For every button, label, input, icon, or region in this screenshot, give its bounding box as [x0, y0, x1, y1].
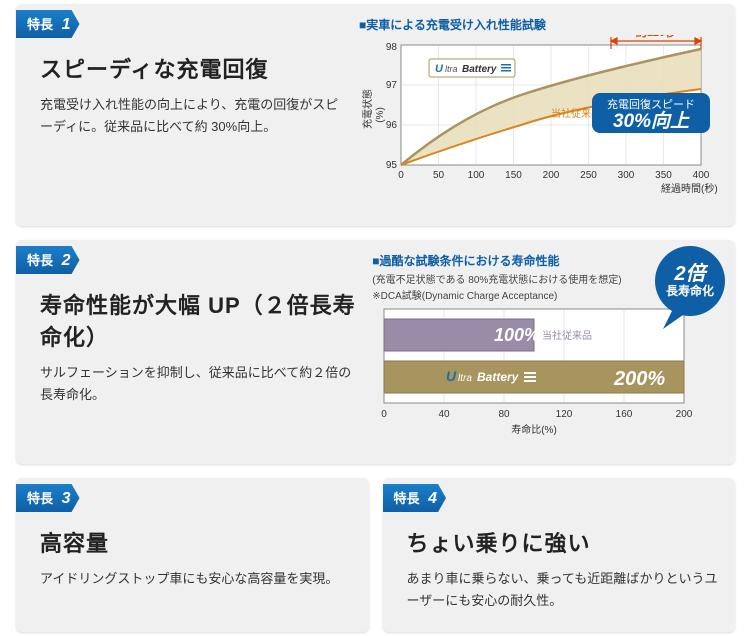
svg-text:0: 0 [398, 170, 404, 181]
feature-1-badge: 特長 1 [16, 10, 80, 38]
chart1-callout2: 30%向上 [613, 110, 690, 132]
svg-text:160: 160 [616, 409, 633, 420]
svg-text:充電状態: 充電状態 [361, 89, 374, 129]
feature-4-desc: あまり車に乗らない、乗っても近距離ばかりというユーザーにも安心の耐久性。 [407, 568, 720, 612]
badge-label: 特長 [27, 253, 53, 268]
chart1-xlabel: 経過時間(秒) [661, 182, 718, 195]
svg-text:95: 95 [386, 160, 398, 171]
svg-text:ltra: ltra [445, 64, 458, 74]
feature-1-desc: 充電受け入れ性能の向上により、充電の回復がスピーディに。従来品に比べて約 30%… [40, 94, 349, 138]
feature-2-desc: サルフェーションを抑制し、従来品に比べて約２倍の長寿命化。 [40, 362, 362, 406]
chart-2: 100% 当社従来品 U ltra Battery 200% 0 40 80 120 1… [372, 303, 712, 443]
feature-4-badge: 特長 4 [383, 484, 447, 512]
svg-text:200: 200 [543, 170, 560, 181]
feature-1-title: スピーディな充電回復 [40, 52, 349, 84]
feature-3-title: 高容量 [40, 526, 353, 558]
feature-3-badge: 特長 3 [16, 484, 80, 512]
svg-text:当社従来品: 当社従来品 [542, 329, 592, 342]
badge-number: 1 [62, 16, 71, 33]
svg-text:98: 98 [386, 42, 398, 53]
feature-1-panel: 特長 1 スピーディな充電回復 充電受け入れ性能の向上により、充電の回復がスピー… [16, 4, 735, 226]
svg-text:0: 0 [381, 409, 387, 420]
svg-text:40: 40 [439, 409, 451, 420]
svg-text:250: 250 [580, 170, 597, 181]
badge-number: 4 [428, 490, 437, 507]
badge-label: 特長 [394, 491, 420, 506]
chart1-title: 実車による充電受け入れ性能試験 [366, 18, 546, 32]
svg-text:97: 97 [386, 80, 398, 91]
chart1-callout1: 充電回復スピード [607, 97, 695, 111]
svg-text:100: 100 [468, 170, 485, 181]
svg-text:150: 150 [505, 170, 522, 181]
chart1-annot: 約120秒 [636, 35, 676, 39]
svg-text:200: 200 [676, 409, 693, 420]
chart2-title: 過酷な試験条件における寿命性能 [380, 254, 560, 268]
svg-text:400: 400 [693, 170, 710, 181]
badge-number: 3 [62, 490, 71, 507]
feature-2-badge: 特長 2 [16, 246, 80, 274]
svg-text:120: 120 [556, 409, 573, 420]
svg-text:100%: 100% [494, 325, 540, 345]
svg-text:U: U [446, 368, 457, 384]
badge-label: 特長 [27, 491, 53, 506]
svg-text:50: 50 [433, 170, 445, 181]
svg-text:200%: 200% [613, 368, 665, 390]
svg-text:(%): (%) [375, 107, 386, 123]
svg-text:96: 96 [386, 120, 398, 131]
svg-text:Battery: Battery [477, 370, 520, 384]
feature-2-title: 寿命性能が大幅 UP（２倍長寿命化） [40, 288, 362, 352]
feature-4-panel: 特長 4 ちょい乗りに強い あまり車に乗らない、乗っても近距離ばかりというユーザ… [383, 478, 736, 632]
badge-number: 2 [62, 252, 71, 269]
feature-3-desc: アイドリングストップ車にも安心な高容量を実現。 [40, 568, 353, 590]
svg-text:U: U [435, 63, 444, 75]
svg-text:300: 300 [618, 170, 635, 181]
feature-2-panel: 特長 2 寿命性能が大幅 UP（２倍長寿命化） サルフェーションを抑制し、従来品… [16, 240, 735, 464]
chart-1: 約120秒 U ltra Battery 当社従来品 95969798 0501… [359, 35, 719, 205]
svg-text:Battery: Battery [462, 64, 497, 75]
svg-text:ltra: ltra [458, 373, 472, 384]
feature-3-panel: 特長 3 高容量 アイドリングストップ車にも安心な高容量を実現。 [16, 478, 369, 632]
badge-label: 特長 [27, 17, 53, 32]
chart2-callout: 2倍 長寿命化 [655, 246, 725, 316]
svg-text:350: 350 [655, 170, 672, 181]
chart2-xlabel: 寿命比(%) [511, 423, 557, 436]
feature-4-title: ちょい乗りに強い [407, 526, 720, 558]
svg-text:80: 80 [499, 409, 511, 420]
